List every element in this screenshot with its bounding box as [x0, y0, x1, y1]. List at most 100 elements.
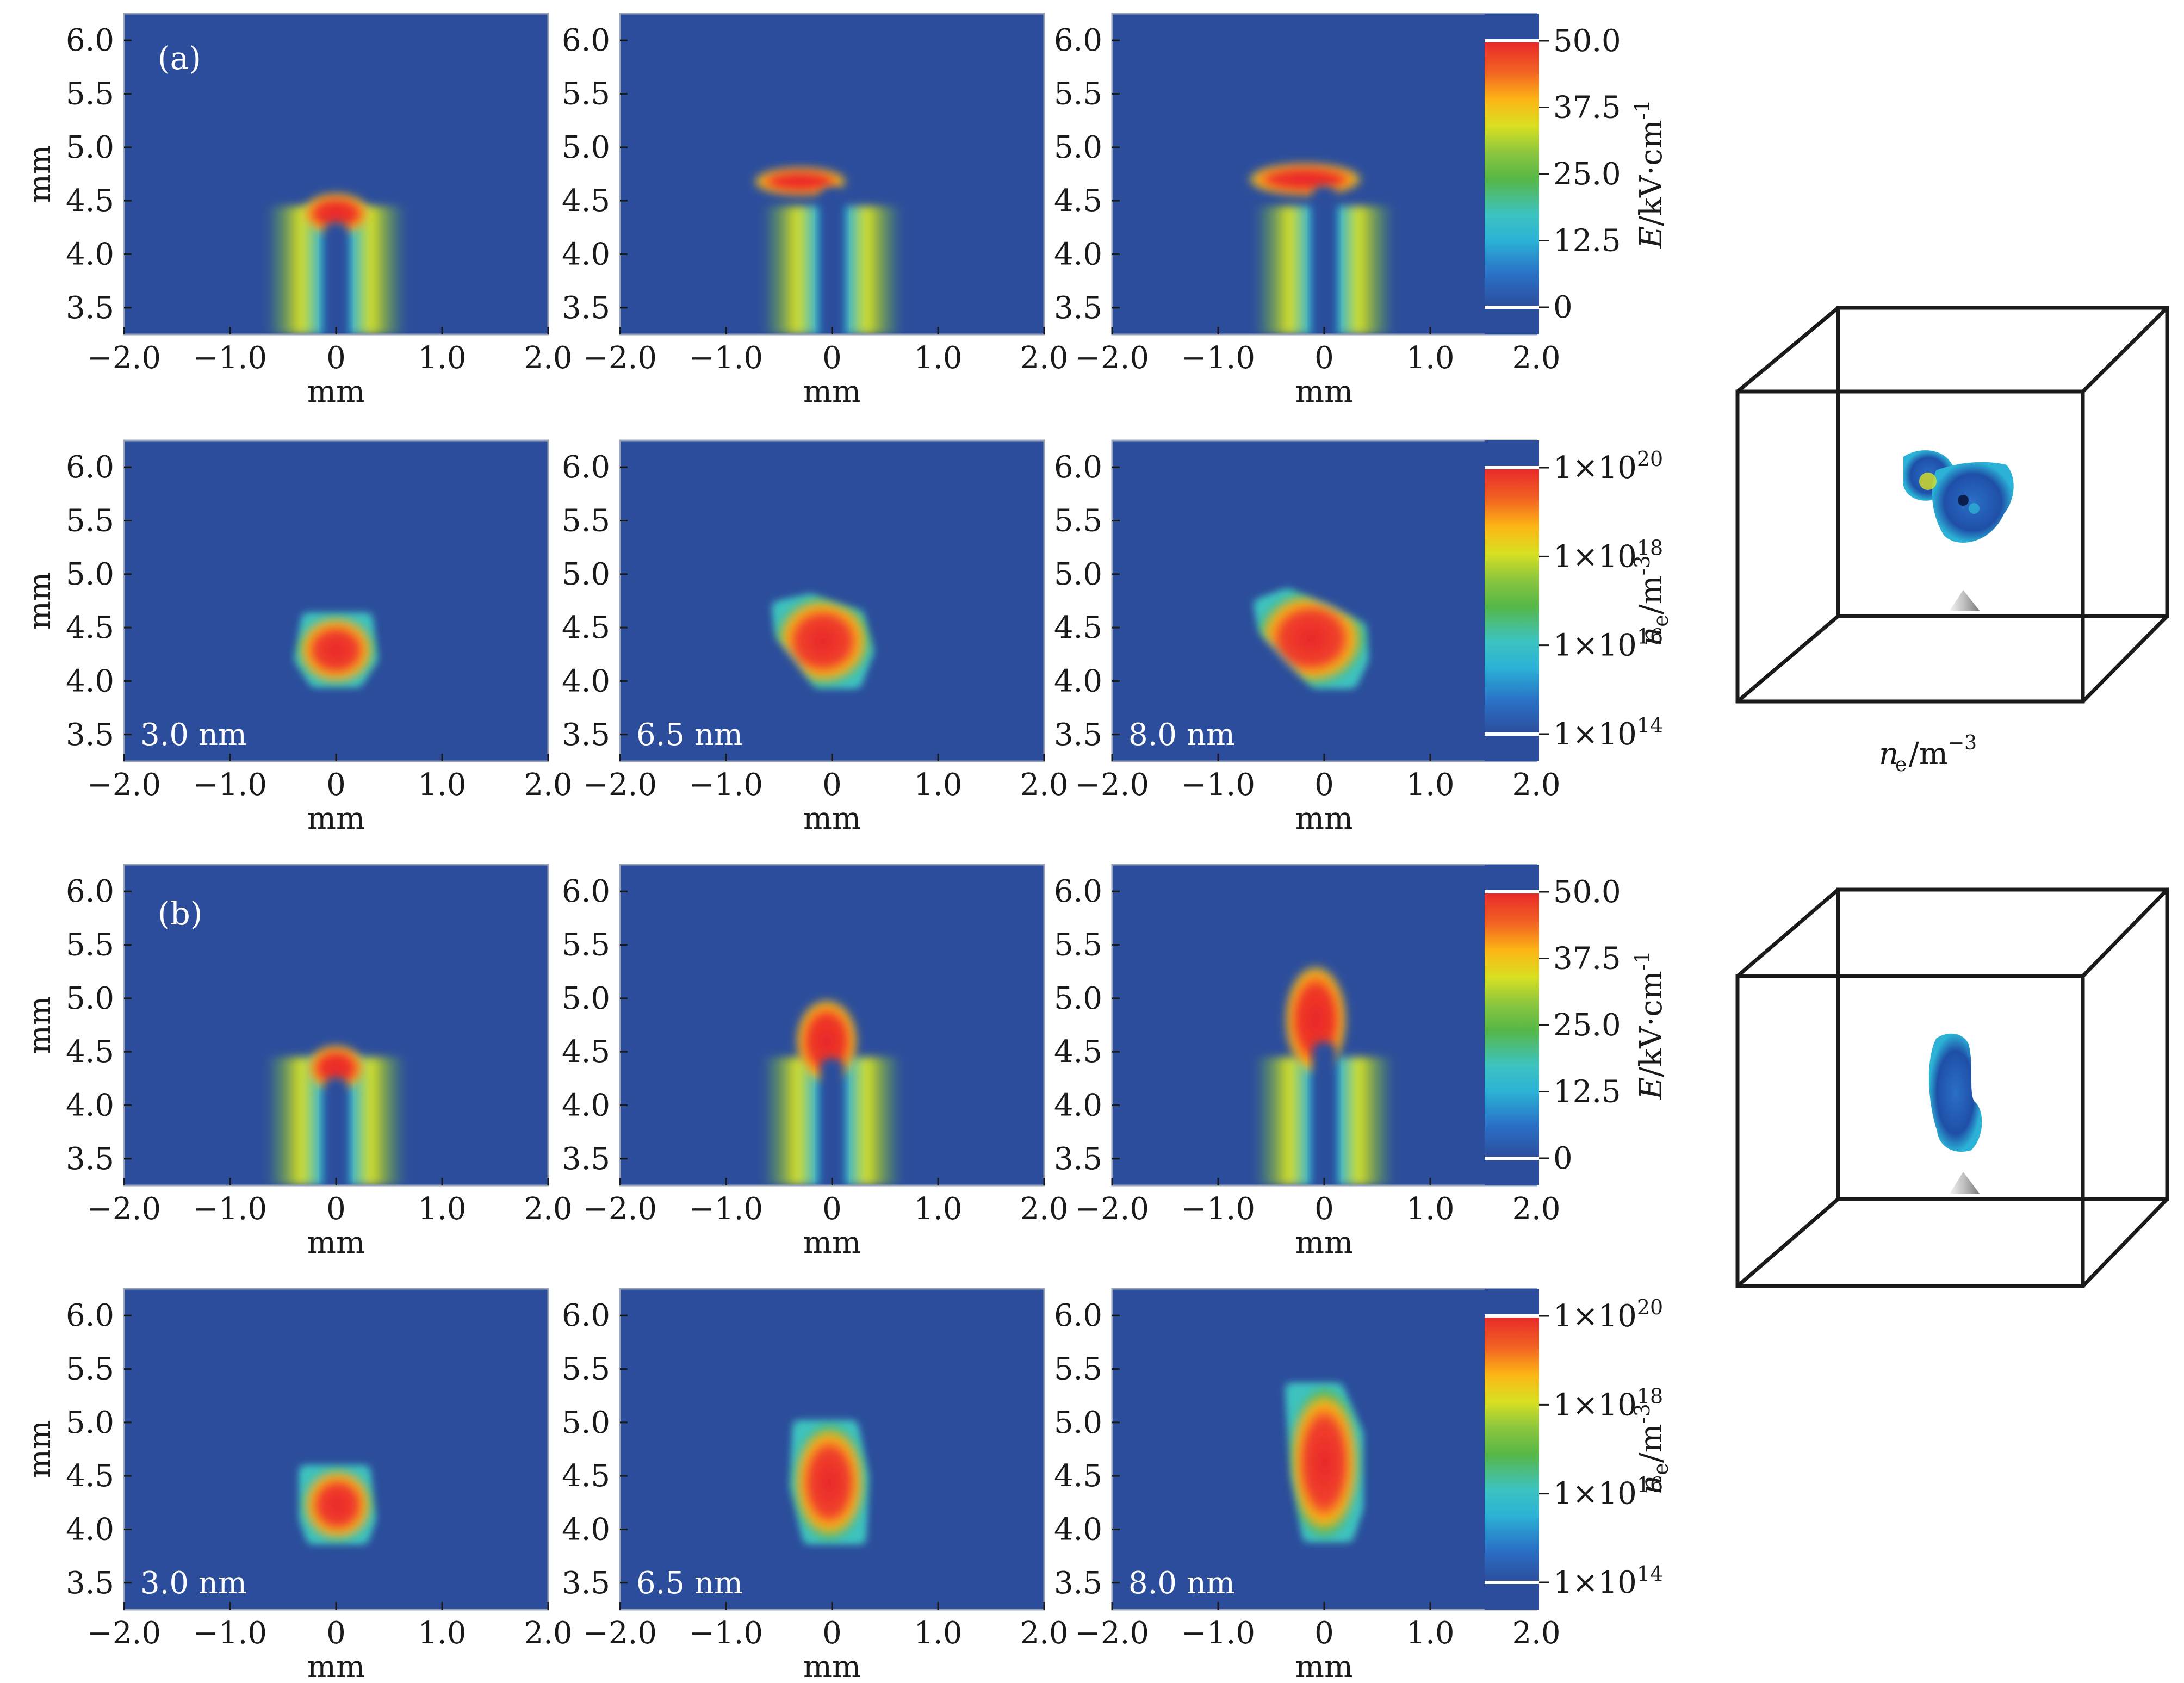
panel-content — [1112, 14, 1536, 334]
y-tick-label: 4.0 — [1054, 1512, 1102, 1548]
y-tick-label: 4.0 — [66, 1088, 114, 1123]
field-streamer-head — [752, 166, 848, 197]
y-tick-label: 4.0 — [562, 664, 610, 699]
x-tick-label: 2.0 — [1020, 1191, 1068, 1227]
y-tick-label: 4.5 — [1054, 1458, 1102, 1494]
y-tick-label: 3.5 — [66, 1566, 114, 1601]
time-label: 8.0 nm — [1128, 1566, 1235, 1601]
y-tick-label: 5.0 — [1054, 981, 1102, 1016]
y-tick-label: 4.0 — [562, 237, 610, 272]
x-tick-label: −1.0 — [689, 767, 763, 803]
y-tick-label: 5.5 — [562, 1352, 610, 1387]
x-tick-label: −1.0 — [1181, 1191, 1255, 1227]
x-tick-label: −1.0 — [1181, 340, 1255, 376]
y-tick-label: 5.5 — [562, 928, 610, 963]
field-inner-channel — [324, 1077, 348, 1185]
panel-content — [1112, 865, 1536, 1185]
x-tick-label: 0 — [1314, 340, 1334, 376]
colorbar-tick-label: 37.5 — [1553, 941, 1621, 977]
colorbar-tick-label: 0 — [1553, 290, 1573, 325]
colorbar-tick-label: 25.0 — [1553, 1008, 1621, 1043]
x-tick-label: −1.0 — [193, 767, 267, 803]
x-tick-label: −2.0 — [1075, 767, 1149, 803]
panel-background — [1112, 440, 1536, 761]
x-tick-label: 0 — [822, 340, 842, 376]
x-tick-label: 0 — [822, 767, 842, 803]
colorbar-tick-label: 1×1020 — [1553, 1295, 1663, 1334]
cube-a-needle-electrode — [1950, 590, 1980, 611]
y-tick-label: 4.0 — [562, 1088, 610, 1123]
density-blob — [791, 1422, 867, 1543]
x-tick-label: −1.0 — [1181, 767, 1255, 803]
panel-content — [124, 865, 548, 1185]
y-tick-label: 4.5 — [1054, 183, 1102, 219]
x-tick-label: 1.0 — [418, 1616, 466, 1651]
x-tick-label: 0 — [822, 1616, 842, 1651]
cube-b-edge — [2081, 1197, 2169, 1288]
x-tick-label: −2.0 — [1075, 340, 1149, 376]
y-tick-label: 4.5 — [66, 183, 114, 219]
y-tick-label: 5.5 — [562, 504, 610, 539]
cube-a-edge — [1736, 306, 1840, 393]
x-tick-label: −2.0 — [583, 767, 657, 803]
x-tick-label: 1.0 — [1406, 767, 1454, 803]
x-tick-label: 0 — [326, 1191, 346, 1227]
field-streamer-head — [1246, 162, 1364, 197]
x-tick-label: −2.0 — [87, 340, 161, 376]
y-tick-label: 5.0 — [562, 1405, 610, 1440]
cube-b-back-face — [1836, 887, 2169, 1201]
x-tick-label: 1.0 — [1406, 340, 1454, 376]
x-tick-label: 0 — [1314, 1616, 1334, 1651]
cube-b-needle-electrode — [1950, 1172, 1980, 1194]
y-axis-label: mm — [22, 145, 58, 203]
x-tick-label: −2.0 — [1075, 1191, 1149, 1227]
y-tick-label: 3.5 — [562, 1141, 610, 1177]
x-tick-label: 0 — [326, 767, 346, 803]
colorbar-tick-label: 50.0 — [1553, 23, 1621, 59]
y-tick-label: 5.0 — [66, 557, 114, 592]
cube-a-edge — [2081, 306, 2169, 393]
colorbar-tick-label: 0 — [1553, 1141, 1573, 1176]
y-tick-label: 5.0 — [562, 130, 610, 165]
colorbar-tick-label: 50.0 — [1553, 874, 1621, 910]
y-tick-label: 4.5 — [562, 610, 610, 645]
y-tick-label: 6.0 — [1054, 450, 1102, 485]
cube-a-hotspot — [1919, 473, 1937, 490]
x-axis-label: mm — [307, 1225, 365, 1260]
x-tick-label: 1.0 — [418, 1191, 466, 1227]
y-tick-label: 4.5 — [1054, 610, 1102, 645]
density-panel: 8.0 nm 3.5 4.0 4.5 5.0 5.5 6.0 −2.0 −1.0 0 1.0 2.0 m… — [1054, 439, 1561, 836]
panel-content — [124, 440, 548, 761]
y-tick-label: 6.0 — [562, 1298, 610, 1333]
cube-b-edge — [1736, 888, 1840, 978]
panel-background — [124, 440, 548, 761]
x-tick-label: −2.0 — [87, 767, 161, 803]
x-tick-label: −1.0 — [193, 1191, 267, 1227]
y-axis-label: mm — [22, 572, 58, 630]
y-tick-label: 5.5 — [66, 928, 114, 963]
field-panel: 3.5 4.0 4.5 5.0 5.5 6.0 −2.0 −1.0 0 1.0 2.0 mm — [562, 13, 1069, 409]
y-tick-label: 6.0 — [66, 1298, 114, 1333]
cube-a-blob — [1932, 462, 2014, 543]
x-tick-label: 1.0 — [914, 767, 962, 803]
y-axis-label: mm — [22, 996, 58, 1054]
x-tick-label: 2.0 — [1512, 340, 1560, 376]
colorbar-gradient — [1485, 468, 1539, 734]
y-tick-label: 4.0 — [66, 237, 114, 272]
y-tick-label: 6.0 — [66, 450, 114, 485]
y-tick-label: 5.5 — [1054, 1352, 1102, 1387]
x-tick-label: −2.0 — [87, 1616, 161, 1651]
cube-a-edge — [2081, 614, 2169, 703]
y-tick-label: 4.5 — [562, 183, 610, 219]
panel-content — [620, 14, 1044, 334]
time-label: 3.0 nm — [140, 1566, 247, 1601]
cube-caption-exp: −3 — [1948, 732, 1977, 754]
y-tick-label: 5.5 — [1054, 77, 1102, 112]
density-blob — [295, 614, 377, 686]
x-axis-label: mm — [1295, 801, 1353, 836]
x-tick-label: 0 — [1314, 767, 1334, 803]
panel-background — [124, 1289, 548, 1610]
cube-a-front-face — [1735, 389, 2085, 704]
y-tick-label: 5.5 — [1054, 928, 1102, 963]
time-label: 6.5 nm — [636, 717, 743, 753]
